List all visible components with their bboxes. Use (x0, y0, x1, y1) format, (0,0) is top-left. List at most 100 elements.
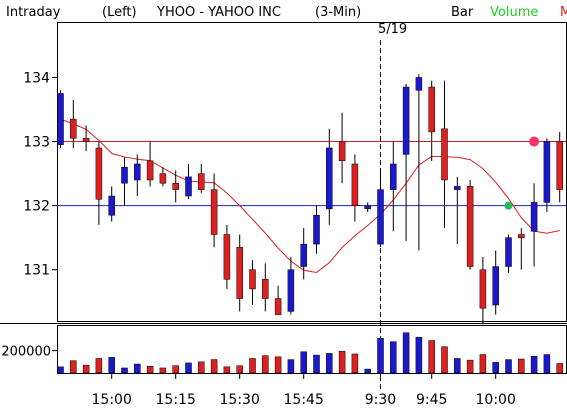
candle-body (338, 141, 346, 162)
volume-bar (377, 338, 384, 374)
volume-bar (223, 366, 231, 374)
candle-body (441, 128, 448, 181)
candle-body (402, 86, 410, 155)
candle-body (185, 176, 192, 197)
volume-bar (95, 358, 103, 374)
volume-bar (274, 356, 282, 374)
volume-bar (300, 351, 307, 374)
candle-body (172, 182, 179, 190)
volume-bar (428, 340, 435, 374)
volume-bar (351, 353, 359, 374)
volume-bar (134, 363, 141, 374)
candle-body (274, 298, 282, 315)
volume-bar (518, 358, 525, 374)
volume-bar (505, 359, 512, 374)
volume-bar (454, 358, 461, 374)
volume-bar (326, 353, 333, 374)
time-tick-label: 15:00 (92, 392, 132, 408)
time-tick-label: 15:30 (220, 392, 260, 408)
volume-bar (236, 365, 243, 374)
volume-bar (530, 355, 538, 374)
candle-body (492, 266, 499, 306)
volume-bar (57, 366, 64, 374)
volume-bar (262, 355, 269, 374)
price-panel-frame (57, 22, 567, 322)
candle-body (415, 77, 423, 91)
volume-bar (364, 368, 371, 374)
volume-bar (70, 360, 77, 374)
candle-body (57, 93, 64, 146)
candle-body (82, 138, 90, 142)
candle-body (556, 141, 563, 190)
time-tick-label: 10:00 (476, 392, 516, 408)
volume-bar (441, 346, 448, 374)
candle-body (377, 189, 384, 245)
volume-bar (146, 366, 154, 374)
volume-bar (287, 359, 295, 374)
candle-body (198, 173, 205, 190)
chart-type-label: Bar (451, 5, 474, 20)
price-tick-label: 132 (23, 199, 50, 215)
candle-body (505, 237, 512, 267)
volume-indicator-label: Volume (490, 5, 538, 20)
candle-body (326, 147, 333, 210)
candle-body (466, 186, 474, 267)
price-tick-label: 133 (23, 135, 50, 151)
candle-body (390, 163, 397, 190)
candle-body (262, 279, 269, 299)
candle-body (454, 186, 461, 190)
candle-body (287, 269, 295, 312)
price-tick-label: 131 (23, 263, 50, 279)
chart-ticker-title: YHOO - YAHOO INC (156, 5, 281, 20)
candle-body (364, 205, 371, 210)
candle-body (249, 269, 256, 290)
candle-body (351, 163, 359, 206)
time-tick-label: 9:30 (365, 392, 396, 408)
volume-bar (466, 359, 474, 374)
volume-bar (159, 367, 167, 374)
moving-average-line (60, 118, 560, 274)
candle-body (530, 202, 538, 232)
candle-body (210, 189, 218, 235)
candle-body (70, 118, 77, 139)
volume-bar (313, 354, 320, 374)
volume-bar (390, 341, 397, 374)
volume-bar (210, 359, 218, 374)
candle-body (236, 247, 243, 299)
candle-body (159, 173, 167, 184)
candle-body (300, 243, 307, 267)
candle-body (121, 166, 128, 184)
volume-bar (108, 357, 115, 374)
green-dot-marker (504, 201, 513, 210)
candle-body (518, 234, 525, 238)
candle-body (313, 215, 320, 245)
time-tick-label: 15:15 (156, 392, 196, 408)
volume-tick-label: 200000 (1, 345, 51, 360)
axis-side-label: (Left) (102, 5, 137, 20)
volume-bar (479, 354, 487, 374)
candle-body (95, 147, 103, 200)
volume-bar (249, 358, 256, 374)
candle-body (134, 163, 141, 181)
candle-body (428, 86, 435, 133)
volume-bar (198, 361, 205, 374)
pink-dot-marker (529, 136, 540, 147)
candle-body (543, 141, 551, 203)
session-date-label: 5/19 (378, 22, 407, 37)
volume-bar (172, 365, 179, 374)
candle-body (146, 160, 154, 181)
volume-bar (121, 367, 128, 374)
time-tick-label: 9:45 (416, 392, 447, 408)
time-tick-label: 15:45 (284, 392, 324, 408)
volume-bar (556, 363, 563, 374)
volume-bar (415, 336, 423, 374)
candle-body (108, 195, 115, 216)
candle-body (479, 269, 487, 309)
volume-bar (543, 354, 551, 374)
volume-bar (402, 332, 410, 374)
clipped-indicator-label: M (560, 5, 567, 20)
volume-bar (185, 362, 192, 374)
chart-mode-label: Intraday (6, 5, 61, 20)
volume-bar (492, 362, 499, 374)
